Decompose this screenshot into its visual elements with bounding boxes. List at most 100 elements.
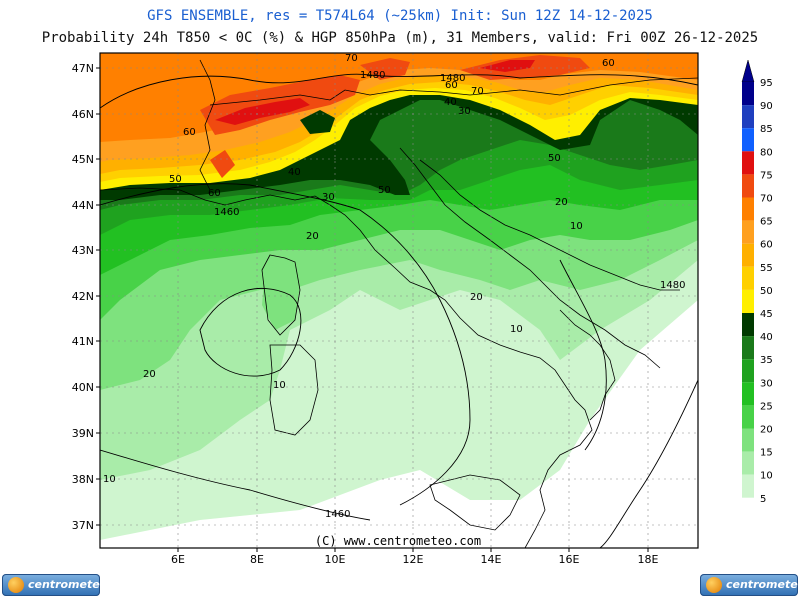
contour-label: 10 <box>103 474 116 485</box>
lon-label: 16E <box>559 553 580 566</box>
legend-swatch <box>742 474 754 498</box>
legend-label: 80 <box>760 147 773 158</box>
lon-label: 8E <box>250 553 264 566</box>
grid <box>100 53 698 548</box>
contour-label: 20 <box>306 231 319 242</box>
lat-label: 42N <box>72 290 94 303</box>
contour-label: 50 <box>169 174 182 185</box>
legend-label: 45 <box>760 309 773 320</box>
legend-swatch <box>742 405 754 429</box>
contour-label: 10 <box>570 221 583 232</box>
map-frame <box>99 52 699 549</box>
contour-label: 20 <box>143 369 156 380</box>
legend-swatch <box>742 220 754 244</box>
legend-label: 85 <box>760 124 773 135</box>
lat-label: 43N <box>72 244 94 257</box>
legend-label: 90 <box>760 101 773 112</box>
lon-label: 18E <box>638 553 659 566</box>
legend-label: 40 <box>760 332 773 343</box>
lon-labels: 6E 8E 10E 12E 14E 16E 18E <box>171 553 658 566</box>
legend-label: 25 <box>760 401 773 412</box>
legend-label: 65 <box>760 217 773 228</box>
legend-swatch <box>742 243 754 267</box>
legend-swatch <box>742 451 754 475</box>
legend-swatch <box>742 197 754 221</box>
legend-swatch <box>742 359 754 383</box>
legend-label: 20 <box>760 425 773 436</box>
header-line1: GFS ENSEMBLE, res = T574L64 (~25km) Init… <box>147 8 653 24</box>
legend-swatch <box>742 289 754 313</box>
contour-label: 50 <box>548 153 561 164</box>
lon-label: 12E <box>403 553 424 566</box>
contour-label: 10 <box>273 380 286 391</box>
contour-label: 20 <box>470 292 483 303</box>
legend-swatch <box>742 497 754 521</box>
contour-label: 60 <box>208 188 221 199</box>
lat-label: 40N <box>72 381 94 394</box>
globe-icon <box>8 577 24 593</box>
legend-label: 5 <box>760 494 766 505</box>
legend-label: 60 <box>760 240 773 251</box>
legend-swatch <box>742 313 754 337</box>
color-legend: 95 90 85 80 75 70 65 60 55 50 45 40 35 30 25 20 15 10 5 <box>741 59 773 529</box>
legend-swatch <box>742 128 754 152</box>
legend-swatch <box>742 336 754 360</box>
lat-label: 37N <box>72 519 94 532</box>
contour-label: 40 <box>288 167 301 178</box>
contour-label: 1480 <box>360 70 385 81</box>
hgp-contours <box>100 73 698 548</box>
logo-text: centrometeo <box>726 578 800 591</box>
contour-label: 50 <box>378 185 391 196</box>
contour-label: 60 <box>183 127 196 138</box>
header-line2: Probability 24h T850 < 0C (%) & HGP 850h… <box>41 30 759 46</box>
lat-label: 45N <box>72 153 94 166</box>
legend-swatch <box>742 151 754 175</box>
legend-swatch <box>742 105 754 129</box>
contour-label: 60 <box>602 58 615 69</box>
legend-swatch <box>742 266 754 290</box>
legend-label: 35 <box>760 355 773 366</box>
contour-labels: 70 1480 1480 60 70 40 60 30 60 50 50 60 … <box>103 53 685 520</box>
lat-label: 46N <box>72 108 94 121</box>
globe-icon <box>706 577 722 593</box>
coastlines <box>100 59 698 548</box>
probability-field <box>100 53 698 548</box>
lat-label: 47N <box>72 62 94 75</box>
legend-label: 10 <box>760 471 773 482</box>
lat-label: 38N <box>72 473 94 486</box>
legend-label: 70 <box>760 194 773 205</box>
contour-label: 30 <box>322 192 335 203</box>
lon-label: 6E <box>171 553 185 566</box>
legend-label: 95 <box>760 78 773 89</box>
logo-text: centrometeo <box>28 578 108 591</box>
legend-label: 55 <box>760 263 773 274</box>
contour-label: 70 <box>345 53 358 64</box>
lat-label: 41N <box>72 335 94 348</box>
legend-swatch <box>742 382 754 406</box>
contour-label: 1480 <box>660 280 685 291</box>
legend-label: 75 <box>760 170 773 181</box>
contour-label: 40 <box>444 97 457 108</box>
copyright-text: (C) www.centrometeo.com <box>315 534 481 548</box>
contour-label: 70 <box>471 86 484 97</box>
contour-label: 1480 <box>440 73 465 84</box>
legend-swatch <box>742 428 754 452</box>
lon-label: 14E <box>481 553 502 566</box>
lon-label: 10E <box>325 553 346 566</box>
contour-label: 20 <box>555 197 568 208</box>
legend-label: 50 <box>760 286 773 297</box>
lat-label: 39N <box>72 427 94 440</box>
legend-label: 15 <box>760 448 773 459</box>
contour-label: 30 <box>458 106 471 117</box>
contour-label: 10 <box>510 324 523 335</box>
centrometeo-logo-left[interactable]: centrometeo <box>2 574 107 596</box>
legend-arrow <box>741 59 755 83</box>
legend-swatch <box>742 174 754 198</box>
lat-labels: 47N 46N 45N 44N 43N 42N 41N 40N 39N 38N … <box>72 62 94 532</box>
contour-label: 1460 <box>214 207 239 218</box>
contour-label: 1460 <box>325 509 350 520</box>
legend-label: 30 <box>760 378 773 389</box>
legend-arrow <box>742 520 754 529</box>
centrometeo-logo-right[interactable]: centrometeo <box>700 574 800 596</box>
